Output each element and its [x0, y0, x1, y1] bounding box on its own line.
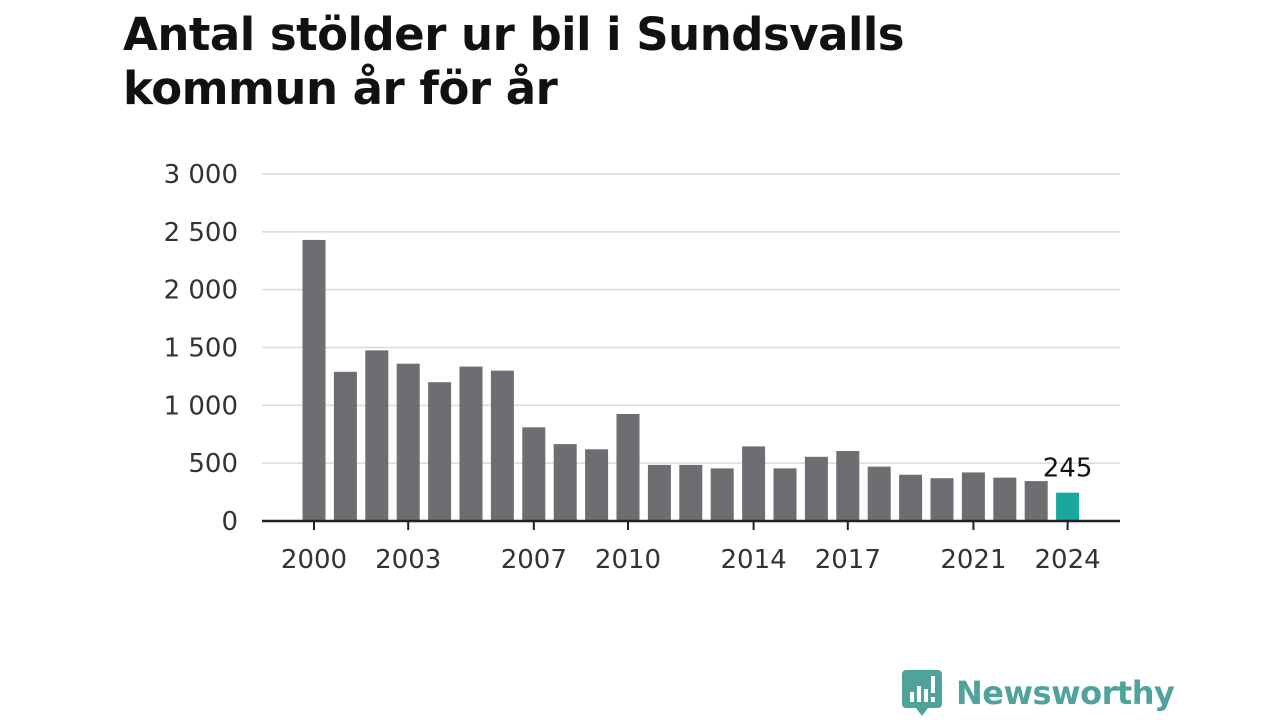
- x-tick-label: 2017: [815, 545, 881, 575]
- bar-2014: [742, 446, 766, 521]
- bar-2019: [899, 474, 923, 521]
- x-tick-label: 2003: [375, 545, 441, 575]
- bar-2015: [773, 468, 797, 521]
- bar-2018: [867, 466, 891, 521]
- chart-title-line-2: kommun år för år: [123, 62, 558, 115]
- data-label-2024: 245: [1043, 454, 1093, 484]
- bar-2021: [961, 472, 985, 521]
- y-tick-label: 2 000: [164, 276, 238, 306]
- bar-2006: [490, 370, 514, 521]
- x-tick-label: 2021: [940, 545, 1006, 575]
- bar-2022: [993, 477, 1017, 521]
- bar-2009: [585, 449, 609, 521]
- bar-2004: [428, 382, 452, 521]
- bar-2020: [930, 478, 954, 521]
- x-tick-label: 2010: [595, 545, 661, 575]
- y-tick-label: 1 500: [164, 334, 238, 364]
- bar-2002: [365, 350, 389, 521]
- bar-2010: [616, 414, 640, 521]
- bar-2023: [1024, 481, 1048, 521]
- chart-title-line-1: Antal stölder ur bil i Sundsvalls: [123, 8, 905, 61]
- bar-2008: [553, 444, 577, 521]
- bar-2024: [1056, 492, 1080, 521]
- y-tick-label: 500: [188, 449, 238, 479]
- bar-2012: [679, 464, 703, 521]
- y-tick-label: 2 500: [164, 218, 238, 248]
- x-tick-label: 2000: [281, 545, 347, 575]
- bar-2011: [647, 464, 671, 521]
- y-tick-label: 3 000: [164, 160, 238, 190]
- bar-2013: [710, 468, 734, 521]
- chart-title: Antal stölder ur bil i Sundsvalls kommun…: [123, 8, 1023, 116]
- x-tick-label: 2024: [1035, 545, 1101, 575]
- brand-logo: Newsworthy: [902, 670, 1175, 716]
- x-tick-label: 2014: [721, 545, 787, 575]
- x-tick-label: 2007: [501, 545, 567, 575]
- bar-2005: [459, 366, 483, 521]
- bar-2000: [302, 239, 326, 521]
- newsworthy-logo-icon: [902, 670, 942, 716]
- y-tick-label: 0: [221, 507, 238, 537]
- bar-2007: [522, 427, 546, 521]
- brand-name: Newsworthy: [956, 674, 1175, 712]
- bar-2003: [396, 363, 420, 521]
- y-tick-label: 1 000: [164, 391, 238, 421]
- bar-2001: [333, 371, 357, 521]
- bar-2016: [804, 456, 828, 521]
- bar-2017: [836, 451, 860, 521]
